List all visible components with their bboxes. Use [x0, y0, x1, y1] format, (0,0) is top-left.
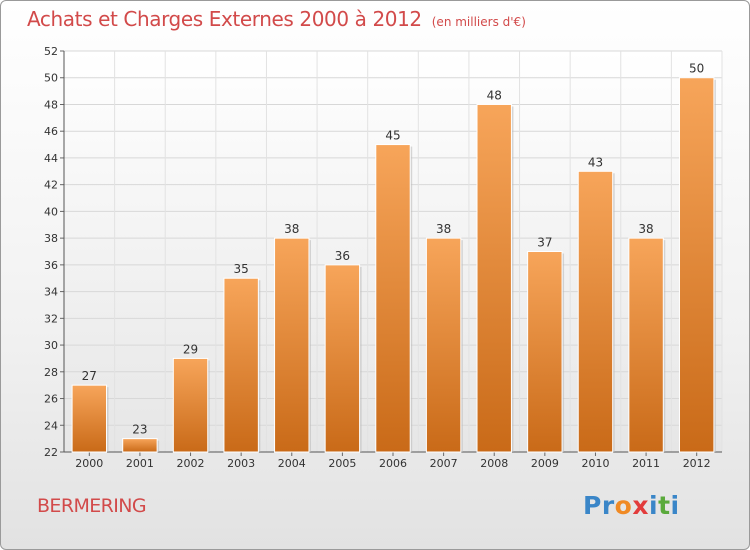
bar-2001 — [122, 438, 158, 453]
y-tick-label: 34 — [44, 286, 58, 299]
y-tick-label: 26 — [44, 393, 58, 406]
x-tick-label-2006: 2006 — [379, 457, 407, 470]
logo-letter: o — [614, 491, 633, 520]
bar-2006 — [375, 144, 411, 453]
y-tick-label: 52 — [44, 45, 58, 58]
chart-subtitle: (en milliers d'€) — [431, 15, 526, 29]
value-label-2007: 38 — [436, 222, 451, 236]
x-tick-label-2000: 2000 — [75, 457, 103, 470]
chart-title-text: Achats et Charges Externes 2000 à 2012 — [27, 7, 422, 31]
y-tick-label: 50 — [44, 72, 58, 85]
bar-2000 — [71, 384, 108, 453]
x-tick-label-2011: 2011 — [632, 457, 660, 470]
value-label-2011: 38 — [638, 222, 653, 236]
value-label-2012: 50 — [689, 62, 704, 76]
y-tick-label: 46 — [44, 125, 58, 138]
x-tick-label-2004: 2004 — [278, 457, 306, 470]
bar-2010 — [577, 170, 614, 453]
y-tick-label: 30 — [44, 339, 58, 352]
commune-name: BERMERING — [37, 495, 147, 517]
y-tick-label: 38 — [44, 232, 58, 245]
value-label-2009: 37 — [537, 236, 552, 250]
bars — [71, 77, 716, 453]
axes: 22 24 26 28 30 32 34 36 38 40 42 44 46 48 50 52 2000 2001… — [44, 45, 722, 470]
value-label-2002: 29 — [183, 342, 198, 356]
value-label-2001: 23 — [132, 423, 147, 437]
y-tick-label: 32 — [44, 312, 58, 325]
bar-2007 — [425, 237, 462, 453]
x-tick-label-2001: 2001 — [126, 457, 154, 470]
x-tick-label-2007: 2007 — [430, 457, 458, 470]
bar-2009 — [527, 251, 563, 453]
logo-letter: r — [601, 491, 615, 520]
logo-letter: P — [583, 491, 602, 520]
value-label-2005: 36 — [335, 249, 350, 263]
logo-letter: t — [658, 491, 671, 520]
x-tick-label-2012: 2012 — [683, 457, 711, 470]
value-label-2006: 45 — [385, 129, 400, 143]
bar-2005 — [324, 264, 361, 453]
x-tick-label-2003: 2003 — [227, 457, 255, 470]
x-tick-label-2005: 2005 — [328, 457, 356, 470]
bar-2012 — [678, 77, 715, 453]
value-label-2003: 35 — [234, 262, 249, 276]
value-label-2008: 48 — [487, 88, 502, 102]
bar-2008 — [476, 103, 512, 453]
x-tick-label-2010: 2010 — [581, 457, 609, 470]
value-label-2004: 38 — [284, 222, 299, 236]
y-tick-label: 24 — [44, 419, 58, 432]
labels: 27 23 29 35 38 36 45 38 48 37 43 38 50 — [82, 62, 705, 437]
y-tick-label: 48 — [44, 98, 58, 111]
logo-letter: i — [670, 491, 680, 520]
y-tick-label: 28 — [44, 366, 58, 379]
x-tick-label-2009: 2009 — [531, 457, 559, 470]
x-tick-label-2008: 2008 — [480, 457, 508, 470]
x-tick-label-2002: 2002 — [177, 457, 205, 470]
bar-2003 — [223, 277, 259, 453]
logo-letter: i — [649, 491, 659, 520]
y-tick-label: 44 — [44, 152, 58, 165]
value-label-2010: 43 — [588, 155, 603, 169]
y-tick-label: 42 — [44, 179, 58, 192]
chart-title: Achats et Charges Externes 2000 à 2012 (e… — [27, 7, 526, 31]
logo-letter: x — [632, 491, 649, 520]
y-tick-label: 40 — [44, 205, 58, 218]
bar-2004 — [274, 237, 310, 453]
y-tick-label: 36 — [44, 259, 58, 272]
value-label-2000: 27 — [82, 369, 97, 383]
bar-2011 — [628, 237, 664, 453]
bar-2002 — [172, 357, 209, 453]
y-tick-label: 22 — [44, 446, 58, 459]
proxiti-logo: Proxiti — [583, 491, 680, 520]
